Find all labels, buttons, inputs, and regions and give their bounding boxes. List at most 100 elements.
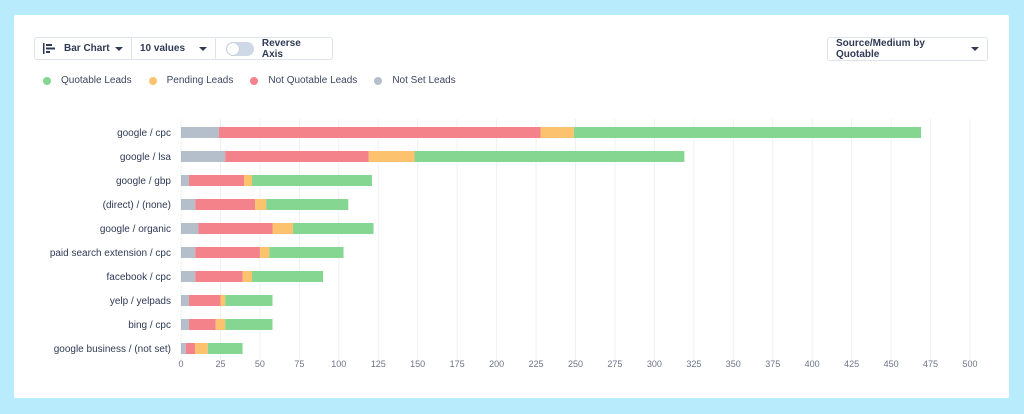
legend-label: Quotable Leads <box>61 75 132 86</box>
bar-segment[interactable] <box>185 343 196 354</box>
bar-segment[interactable] <box>266 199 349 210</box>
toggle-switch[interactable] <box>226 41 254 56</box>
bar-segment[interactable] <box>293 223 374 234</box>
bar-segment[interactable] <box>225 295 273 306</box>
legend-item-not-quotable[interactable]: Not Quotable Leads <box>250 75 357 86</box>
x-tick-label: 300 <box>647 359 662 369</box>
legend-item-pending[interactable]: Pending Leads <box>148 75 234 86</box>
bar-segment[interactable] <box>181 247 196 258</box>
bar-segment[interactable] <box>188 319 216 330</box>
category-label: yelp / yelpads <box>110 296 171 307</box>
category-label: google business / (not set) <box>54 344 171 355</box>
bar-segment[interactable] <box>244 175 253 186</box>
sort-by-dropdown[interactable]: Source/Medium by Quotable <box>827 37 988 61</box>
bar-segment[interactable] <box>181 319 189 330</box>
x-tick-label: 250 <box>568 359 583 369</box>
category-label: paid search extension / cpc <box>50 248 171 259</box>
bar-segment[interactable] <box>225 151 369 162</box>
category-label: bing / cpc <box>128 320 171 331</box>
bar-segment[interactable] <box>181 151 226 162</box>
bar-segment[interactable] <box>269 247 344 258</box>
chart-card: Bar Chart 10 values Reverse Axis Source/… <box>14 15 1009 398</box>
x-tick-label: 350 <box>726 359 741 369</box>
legend-dot <box>148 76 157 85</box>
legend-dot <box>250 76 259 85</box>
category-label: google / gbp <box>116 176 171 187</box>
chart-type-label: Bar Chart <box>64 43 110 54</box>
bar-segment[interactable] <box>368 151 415 162</box>
bar-segment[interactable] <box>181 271 196 282</box>
x-tick-label: 50 <box>255 359 265 369</box>
bar-segment[interactable] <box>218 127 541 138</box>
x-tick-label: 325 <box>686 359 701 369</box>
x-tick-label: 225 <box>529 359 544 369</box>
bar-segment[interactable] <box>242 271 253 282</box>
x-tick-label: 25 <box>215 359 225 369</box>
bar-segment[interactable] <box>259 247 270 258</box>
values-count-dropdown[interactable]: 10 values <box>132 37 216 60</box>
x-tick-label: 175 <box>450 359 465 369</box>
category-label: google / organic <box>100 224 171 235</box>
bar-segment[interactable] <box>414 151 685 162</box>
x-tick-label: 500 <box>962 359 977 369</box>
bar-segment[interactable] <box>215 319 226 330</box>
category-label: (direct) / (none) <box>103 200 171 211</box>
bar-segment[interactable] <box>255 199 267 210</box>
reverse-axis-label: Reverse Axis <box>261 37 301 60</box>
bar-segment[interactable] <box>181 127 219 138</box>
bar-segment[interactable] <box>195 247 260 258</box>
chevron-down-icon <box>115 46 123 51</box>
bar-segment[interactable] <box>181 223 199 234</box>
x-tick-label: 400 <box>805 359 820 369</box>
category-label: google / lsa <box>120 152 172 163</box>
sort-by-label: Source/Medium by Quotable <box>836 38 925 60</box>
bar-segment[interactable] <box>252 271 324 282</box>
bar-segment[interactable] <box>195 343 208 354</box>
bar-segment[interactable] <box>188 295 221 306</box>
bar-segment[interactable] <box>195 271 243 282</box>
x-tick-label: 75 <box>294 359 304 369</box>
chevron-down-icon <box>199 46 207 51</box>
bar-segment[interactable] <box>272 223 294 234</box>
bar-segment[interactable] <box>573 127 922 138</box>
category-label: google / cpc <box>117 128 171 139</box>
legend-label: Not Set Leads <box>392 75 456 86</box>
legend-label: Not Quotable Leads <box>268 75 358 86</box>
bar-segment[interactable] <box>225 319 273 330</box>
chart-legend: Quotable Leads Pending Leads Not Quotabl… <box>43 75 473 86</box>
legend-item-quotable[interactable]: Quotable Leads <box>43 75 132 86</box>
bar-segment[interactable] <box>181 343 186 354</box>
bar-segment[interactable] <box>540 127 574 138</box>
bar-segment[interactable] <box>207 343 243 354</box>
category-label: facebook / cpc <box>107 272 171 283</box>
x-tick-label: 450 <box>884 359 899 369</box>
x-tick-label: 200 <box>489 359 504 369</box>
bar-segment[interactable] <box>195 199 256 210</box>
reverse-axis-toggle[interactable]: Reverse Axis <box>216 37 333 60</box>
legend-item-not-set[interactable]: Not Set Leads <box>374 75 456 86</box>
x-tick-label: 150 <box>410 359 425 369</box>
bar-segment[interactable] <box>252 175 372 186</box>
bar-segment[interactable] <box>181 295 189 306</box>
chevron-down-icon <box>971 47 979 51</box>
bar-segment[interactable] <box>188 175 245 186</box>
x-tick-label: 100 <box>331 359 346 369</box>
legend-dot <box>374 76 383 85</box>
bar-segment[interactable] <box>181 199 196 210</box>
x-tick-label: 125 <box>371 359 386 369</box>
bar-segment[interactable] <box>220 295 226 306</box>
bar-segment[interactable] <box>198 223 273 234</box>
legend-label: Pending Leads <box>166 75 234 86</box>
x-tick-label: 275 <box>607 359 622 369</box>
bar-chart-icon <box>43 43 55 54</box>
values-count-label: 10 values <box>140 43 186 54</box>
chart-toolbar: Bar Chart 10 values Reverse Axis <box>34 37 333 62</box>
x-tick-label: 0 <box>178 359 183 369</box>
x-tick-label: 375 <box>765 359 780 369</box>
chart-type-dropdown[interactable]: Bar Chart <box>34 37 132 60</box>
legend-dot <box>43 76 51 85</box>
x-tick-label: 475 <box>923 359 938 369</box>
bar-segment[interactable] <box>181 175 189 186</box>
x-tick-label: 425 <box>844 359 859 369</box>
stacked-bar-chart: 0 25 50 75 100 125 150 175 200 225 250 275 300 325 350… <box>50 119 978 369</box>
